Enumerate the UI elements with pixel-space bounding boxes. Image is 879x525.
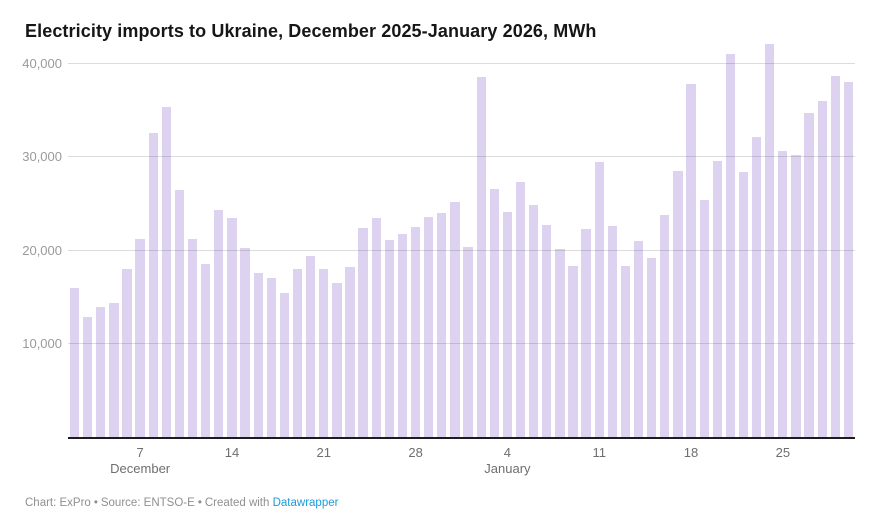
bar-dec-16[interactable]	[253, 272, 263, 438]
x-tick-dec-28: 28	[408, 445, 423, 460]
footer-separator: •	[93, 497, 98, 509]
bar-dec-27[interactable]	[397, 233, 408, 438]
bar-dec-10[interactable]	[174, 190, 185, 438]
bar-dec-9[interactable]	[161, 106, 171, 438]
bar-dec-19[interactable]	[292, 268, 303, 438]
bar-dec-4[interactable]	[96, 306, 106, 438]
gridline-30000	[68, 156, 855, 158]
bar-jan-8[interactable]	[555, 249, 565, 438]
bar-dec-20[interactable]	[306, 256, 316, 438]
datawrapper-link[interactable]: Datawrapper	[272, 497, 339, 509]
bar-dec-3[interactable]	[83, 317, 93, 438]
x-tick-dec-21: 21	[316, 445, 331, 460]
gridline-20000	[68, 249, 855, 251]
bar-dec-29[interactable]	[424, 217, 434, 438]
bar-dec-11[interactable]	[187, 239, 198, 438]
bar-jan-17[interactable]	[673, 171, 683, 438]
x-tick-jan-11: 11	[592, 445, 606, 460]
bar-jan-29[interactable]	[830, 75, 840, 438]
chart-credit: Chart: ExPro	[25, 497, 91, 509]
bar-dec-14[interactable]	[227, 218, 237, 438]
bar-jan-19[interactable]	[699, 200, 709, 438]
source-attribution: Source: ENTSO-E	[100, 497, 195, 509]
bar-jan-3[interactable]	[489, 188, 499, 438]
bar-jan-13[interactable]	[620, 266, 631, 438]
gridline-40000	[68, 62, 855, 64]
bar-dec-28[interactable]	[410, 226, 421, 438]
bar-dec-7[interactable]	[135, 239, 145, 438]
bar-jan-11[interactable]	[594, 161, 604, 438]
bar-dec-31[interactable]	[450, 202, 460, 438]
bar-dec-12[interactable]	[201, 264, 211, 438]
bar-jan-22[interactable]	[738, 172, 749, 438]
x-tick-dec-7: 7	[136, 445, 144, 460]
bar-jan-4[interactable]	[502, 212, 513, 438]
bar-dec-24[interactable]	[358, 227, 368, 438]
x-tick-jan-25: 25	[775, 445, 791, 460]
y-axis-label-10000: 10,000	[22, 336, 62, 352]
bar-jan-28[interactable]	[817, 101, 827, 438]
bar-jan-1[interactable]	[463, 247, 473, 438]
bar-jan-26[interactable]	[791, 154, 801, 438]
bar-dec-6[interactable]	[122, 269, 132, 438]
bar-jan-10[interactable]	[581, 229, 591, 438]
bar-jan-9[interactable]	[568, 266, 578, 438]
bar-jan-21[interactable]	[725, 53, 736, 438]
bar-dec-30[interactable]	[437, 212, 447, 438]
bar-jan-23[interactable]	[751, 136, 762, 438]
bar-jan-24[interactable]	[765, 43, 775, 438]
bar-jan-7[interactable]	[542, 225, 552, 438]
chart-footer: Chart: ExPro • Source: ENTSO-E • Created wit…	[25, 497, 338, 509]
bar-jan-16[interactable]	[660, 215, 670, 438]
bar-jan-2[interactable]	[476, 76, 486, 438]
bar-dec-23[interactable]	[345, 267, 355, 438]
x-axis-baseline	[68, 437, 855, 439]
bar-jan-12[interactable]	[607, 226, 617, 438]
x-axis-month-december: December	[110, 461, 171, 476]
y-axis-label-40000: 40,000	[22, 55, 62, 71]
gridline-10000	[68, 343, 855, 345]
bar-dec-2[interactable]	[69, 288, 80, 438]
bar-jan-27[interactable]	[804, 112, 814, 438]
bar-jan-20[interactable]	[712, 160, 722, 438]
bar-dec-21[interactable]	[319, 269, 329, 438]
bar-jan-30[interactable]	[843, 82, 854, 438]
y-axis-label-20000: 20,000	[22, 242, 62, 258]
x-tick-jan-4: 4	[503, 445, 512, 460]
bar-dec-22[interactable]	[332, 283, 342, 438]
created-with-text: Created with	[204, 497, 270, 509]
bar-dec-5[interactable]	[109, 303, 119, 438]
bar-dec-17[interactable]	[266, 277, 276, 438]
bar-jan-5[interactable]	[515, 182, 526, 438]
bar-dec-26[interactable]	[384, 239, 394, 438]
bar-jan-6[interactable]	[528, 205, 539, 438]
bar-dec-13[interactable]	[214, 209, 224, 438]
footer-separator: •	[197, 497, 202, 509]
x-tick-jan-18: 18	[683, 445, 699, 460]
plot-area	[68, 41, 855, 439]
x-axis-month-january: January	[484, 461, 531, 476]
bar-dec-25[interactable]	[371, 218, 381, 438]
bar-dec-15[interactable]	[240, 247, 250, 438]
y-axis-label-30000: 30,000	[22, 149, 62, 165]
x-tick-dec-14: 14	[224, 445, 240, 460]
chart-title: Electricity imports to Ukraine, December…	[25, 21, 597, 42]
bar-jan-25[interactable]	[778, 151, 788, 438]
bar-dec-8[interactable]	[148, 133, 158, 438]
bar-dec-18[interactable]	[279, 292, 290, 438]
bar-jan-18[interactable]	[686, 84, 696, 438]
bar-jan-15[interactable]	[647, 258, 657, 438]
bar-jan-14[interactable]	[633, 241, 644, 438]
